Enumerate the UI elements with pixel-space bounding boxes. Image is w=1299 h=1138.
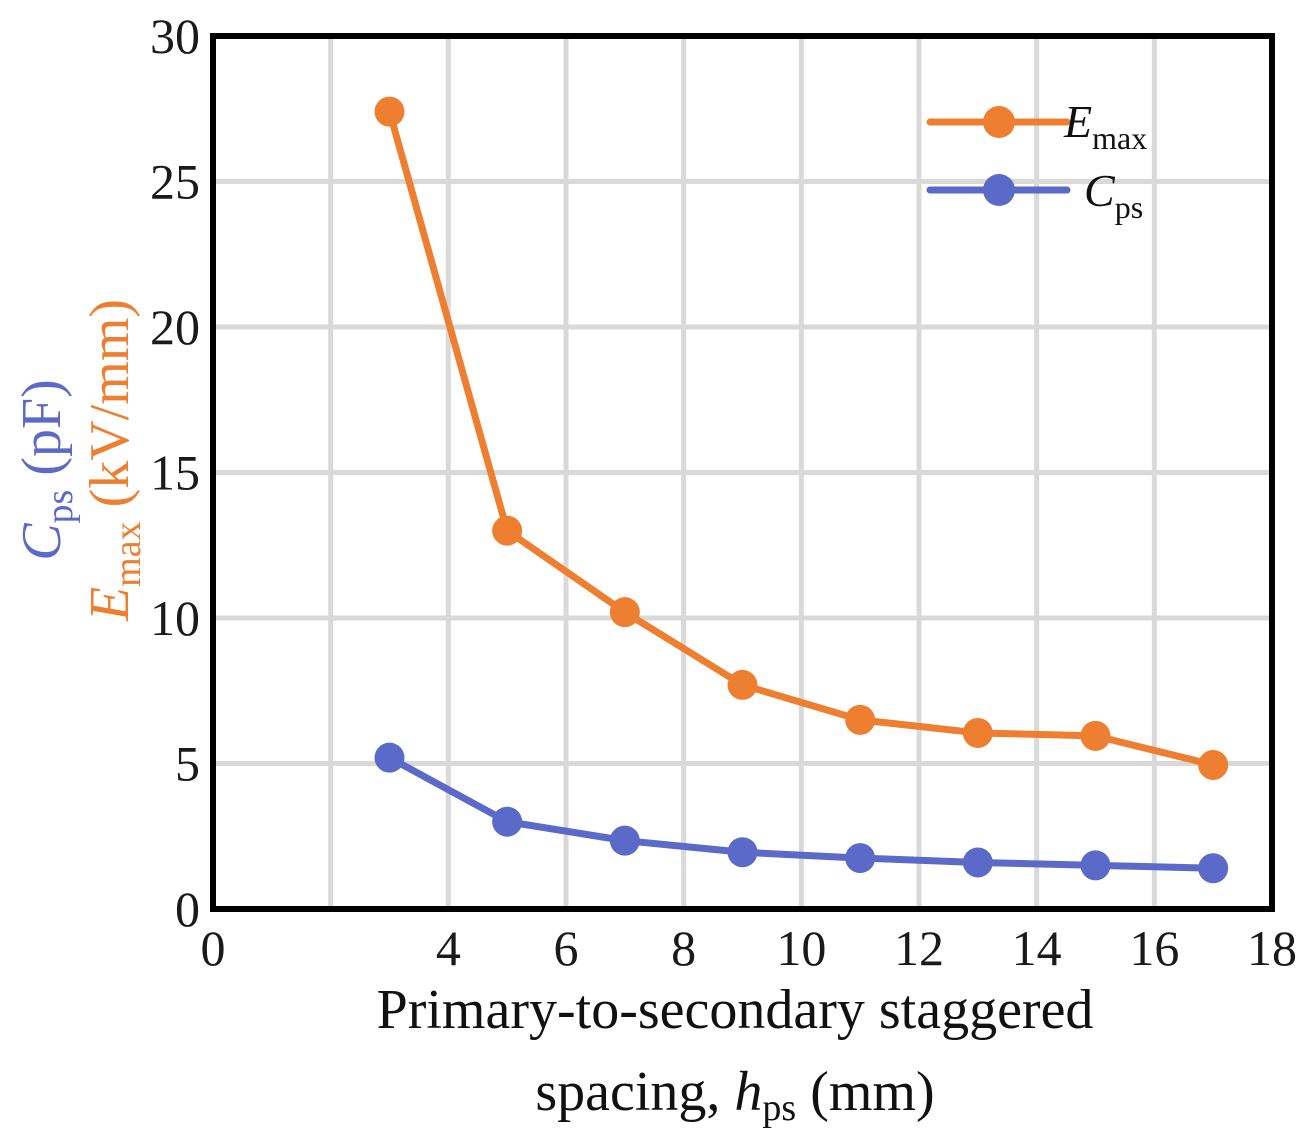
legend-marker-emax (983, 106, 1015, 138)
series-line (386, 110, 1215, 769)
y-tick-labels: 0 5 10 15 20 25 30 (150, 8, 200, 937)
y-tick-label: 25 (150, 154, 200, 210)
x-tick-label: 4 (436, 920, 461, 976)
y-tick-label: 10 (150, 590, 200, 646)
data-point (845, 843, 876, 874)
data-point (845, 704, 876, 735)
data-point (1198, 853, 1229, 884)
y-tick-label: 30 (150, 8, 200, 64)
x-tick-label: 10 (776, 920, 826, 976)
data-point (374, 96, 405, 127)
series-c-ps (374, 742, 1229, 884)
data-point (1080, 720, 1111, 751)
data-point (609, 597, 640, 628)
y-axis-label-emax: Emax (kV/mm) (79, 299, 149, 622)
data-point (492, 515, 523, 546)
legend: Emax Cps (926, 96, 1147, 225)
y-tick-label: 20 (150, 299, 200, 355)
series-e-max (374, 96, 1229, 780)
data-point (962, 847, 993, 878)
y-tick-label: 0 (175, 881, 200, 937)
x-tick-label: 14 (1012, 920, 1062, 976)
data-point (727, 669, 758, 700)
x-tick-label: 8 (671, 920, 696, 976)
series-layer (374, 96, 1229, 884)
legend-marker-cps (983, 174, 1015, 206)
data-point (374, 742, 405, 773)
y-tick-label: 5 (175, 736, 200, 792)
x-axis-label-line1: Primary-to-secondary staggered (377, 979, 1094, 1041)
x-tick-label: 12 (894, 920, 944, 976)
x-tick-labels: 0 4 6 8 10 12 14 16 18 (201, 920, 1298, 976)
series-line (387, 754, 1214, 872)
plot-frame (210, 33, 1275, 912)
x-tick-label: 16 (1129, 920, 1179, 976)
legend-label-cps: Cps (1084, 165, 1143, 225)
data-point (609, 825, 640, 856)
data-point (1198, 749, 1229, 780)
y-tick-label: 15 (150, 445, 200, 501)
data-point (727, 837, 758, 868)
x-tick-label: 18 (1247, 920, 1297, 976)
legend-label-emax: Emax (1063, 96, 1147, 156)
x-tick-label: 6 (554, 920, 579, 976)
data-point (1080, 850, 1111, 881)
y-axis-label-cps: Cps (pF) (11, 379, 81, 561)
x-axis-label-line2: spacing, hps (mm) (535, 1061, 934, 1129)
data-point (492, 806, 523, 837)
grid (213, 36, 1272, 909)
data-point (962, 717, 993, 748)
x-tick-label: 0 (201, 920, 226, 976)
